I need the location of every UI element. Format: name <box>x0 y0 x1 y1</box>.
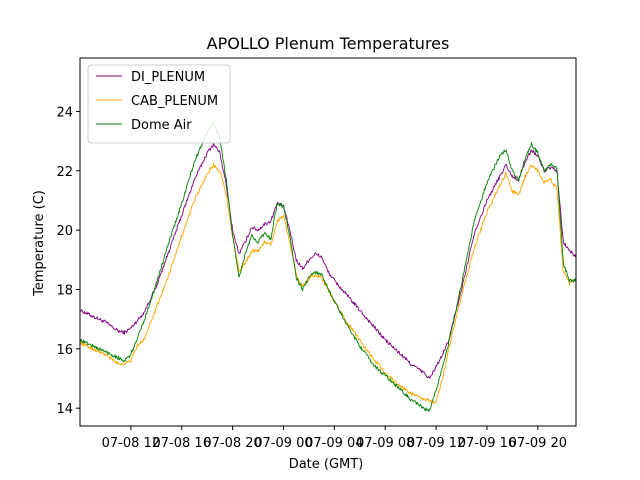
y-axis-label: Temperature (C) <box>32 190 47 297</box>
y-tick-label: 24 <box>56 105 73 120</box>
legend-label: DI_PLENUM <box>131 70 205 85</box>
x-axis-label: Date (GMT) <box>289 457 364 472</box>
x-tick-label: 07-09 00 <box>254 436 312 451</box>
x-tick-label: 07-08 20 <box>203 436 261 451</box>
x-tick-label: 07-09 16 <box>458 436 516 451</box>
y-tick-label: 20 <box>56 224 73 239</box>
x-tick-label: 07-09 20 <box>509 436 567 451</box>
legend-label: CAB_PLENUM <box>131 94 218 109</box>
y-tick-label: 18 <box>56 283 73 298</box>
y-tick-label: 14 <box>56 402 73 417</box>
series-line-di-plenum <box>80 142 576 379</box>
y-tick-label: 22 <box>56 165 73 180</box>
series-line-dome-air <box>80 123 576 412</box>
legend-box <box>87 64 231 144</box>
x-tick-label: 07-09 04 <box>305 436 363 451</box>
plot-area <box>80 123 576 412</box>
plot-frame <box>79 57 577 427</box>
legend-label: Dome Air <box>131 118 192 133</box>
x-tick-label: 07-08 12 <box>102 436 160 451</box>
y-tick-label: 16 <box>56 343 73 358</box>
legend: DI_PLENUM CAB_PLENUM Dome Air <box>87 64 231 144</box>
chart-title: APOLLO Plenum Temperatures <box>207 34 450 53</box>
x-tick-label: 07-08 16 <box>153 436 211 451</box>
x-tick-label: 07-09 12 <box>407 436 465 451</box>
x-tick-label: 07-09 08 <box>356 436 414 451</box>
